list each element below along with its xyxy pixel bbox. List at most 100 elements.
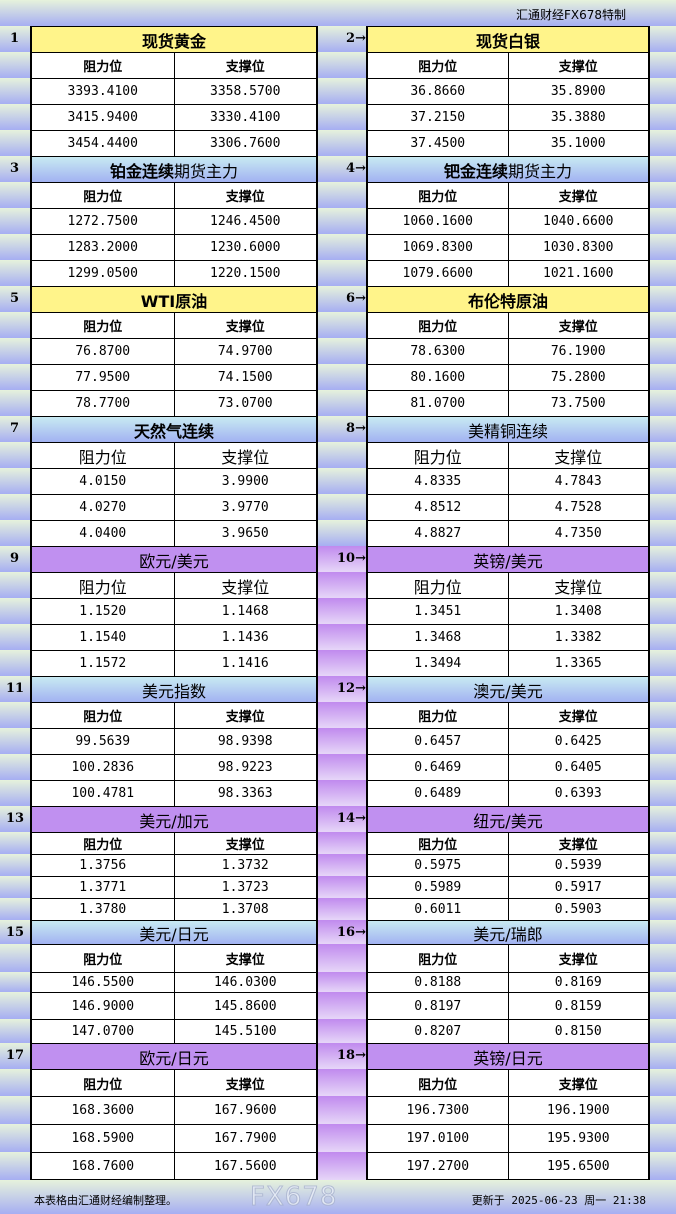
title-normal: 纽元/美元	[473, 811, 543, 831]
resistance-value: 77.9500	[75, 370, 131, 385]
middle-stripe	[318, 260, 366, 286]
right-stripe	[650, 338, 676, 364]
block-number: 12→	[337, 681, 366, 696]
right-stripe	[650, 104, 676, 130]
support-value: 74.1500	[173, 365, 317, 390]
right-stripe	[650, 78, 676, 104]
left-stripe	[0, 52, 30, 78]
table-row: 168.3600 167.9600	[32, 1096, 316, 1124]
support-value: 4.7843	[507, 469, 649, 494]
update-time: 更新于 2025-06-23 周一 21:38	[471, 1194, 646, 1207]
support-header: 支撑位	[507, 1070, 649, 1096]
resistance-value: 147.0700	[71, 1024, 135, 1039]
table-row: 36.8660 35.8900	[368, 78, 648, 104]
middle-stripe	[318, 898, 366, 920]
block-number: 8→	[346, 421, 366, 436]
left-stripe	[0, 854, 30, 876]
table-row: 4.8827 4.7350	[368, 520, 648, 546]
middle-stripe	[318, 468, 366, 494]
resistance-value: 0.5989	[414, 880, 462, 895]
support-header: 支撑位	[507, 313, 649, 338]
resistance-header: 阻力位	[83, 60, 123, 75]
arrow-right-icon: →	[355, 291, 366, 306]
resistance-value: 4.0150	[79, 474, 127, 489]
support-header: 支撑位	[507, 573, 649, 598]
title-normal: 美元指数	[141, 681, 206, 701]
resistance-value: 100.2836	[71, 760, 135, 775]
resistance-value: 3415.9400	[67, 110, 138, 125]
resistance-value: 146.5500	[71, 975, 135, 990]
title-normal: 美元/瑞郎	[473, 924, 543, 944]
middle-stripe	[318, 520, 366, 546]
pivot-block-2: 现货白银 阻力位 支撑位 36.8660 35.8900 37.2150 35.3880 37…	[366, 26, 650, 156]
column-header-row: 阻力位 支撑位	[368, 702, 648, 728]
table-row: 146.9000 145.8600	[32, 992, 316, 1019]
left-stripe	[0, 494, 30, 520]
block-number-text: 10	[337, 551, 356, 566]
resistance-value: 99.5639	[75, 734, 131, 749]
table-row: 81.0700 73.7500	[368, 390, 648, 416]
table-row: 1.3468 1.3382	[368, 624, 648, 650]
title-bold: WTI原油	[140, 291, 208, 311]
title-normal: 美元/加元	[139, 811, 209, 831]
block-title: 美元指数	[32, 676, 316, 702]
pivot-block-12: 澳元/美元 阻力位 支撑位 0.6457 0.6425 0.6469 0.6405 0.648…	[366, 676, 650, 806]
table-row: 0.5975 0.5939	[368, 854, 648, 876]
support-header: 支撑位	[173, 443, 317, 468]
pivot-block-6: 布伦特原油 阻力位 支撑位 78.6300 76.1900 80.1600 75.2800 8…	[366, 286, 650, 416]
support-value: 35.3880	[507, 105, 649, 130]
support-value: 195.6500	[507, 1153, 649, 1180]
left-stripe	[0, 130, 30, 156]
middle-stripe	[318, 130, 366, 156]
block-number: 15	[6, 925, 25, 940]
table-row: 100.2836 98.9223	[32, 754, 316, 780]
left-stripe	[0, 260, 30, 286]
table-row: 168.5900 167.7900	[32, 1124, 316, 1152]
block-number: 1	[10, 31, 20, 46]
middle-stripe	[318, 806, 366, 832]
title-normal: 美元/日元	[139, 924, 209, 944]
right-stripe	[650, 676, 676, 702]
support-value: 1.1436	[173, 625, 317, 650]
left-stripe	[0, 208, 30, 234]
middle-stripe	[318, 972, 366, 992]
block-number-text: 14	[337, 811, 356, 826]
block-title: 铂金连续 期货主力	[32, 156, 316, 182]
pivot-block-11: 美元指数 阻力位 支撑位 99.5639 98.9398 100.2836 98.9223 1…	[30, 676, 318, 806]
middle-stripe	[318, 338, 366, 364]
table-row: 1.3756 1.3732	[32, 854, 316, 876]
resistance-value: 0.8197	[414, 998, 462, 1014]
left-stripe	[0, 78, 30, 104]
middle-stripe	[318, 26, 366, 52]
left-stripe	[0, 156, 30, 182]
left-stripe	[0, 1152, 30, 1180]
right-stripe	[650, 624, 676, 650]
right-stripe	[650, 854, 676, 876]
resistance-value: 1.3494	[414, 656, 462, 671]
right-stripe	[650, 1124, 676, 1152]
block-number: 18→	[337, 1048, 366, 1063]
right-stripe	[650, 208, 676, 234]
middle-stripe	[318, 920, 366, 944]
support-header: 支撑位	[507, 53, 649, 78]
resistance-header: 阻力位	[83, 190, 123, 205]
table-row: 197.0100 195.9300	[368, 1124, 648, 1152]
support-header: 支撑位	[507, 833, 649, 854]
title-normal: 英镑/美元	[473, 551, 543, 571]
left-stripe	[0, 442, 30, 468]
right-stripe	[650, 1043, 676, 1069]
table-row: 1.1572 1.1416	[32, 650, 316, 676]
middle-stripe	[318, 1069, 366, 1096]
support-value: 1.3708	[173, 899, 317, 920]
column-header-row: 阻力位 支撑位	[368, 944, 648, 972]
table-row: 4.8512 4.7528	[368, 494, 648, 520]
right-stripe	[650, 26, 676, 52]
middle-stripe	[318, 728, 366, 754]
resistance-value: 1.3756	[79, 858, 127, 873]
column-header-row: 阻力位 支撑位	[32, 832, 316, 854]
block-title: 美元/瑞郎	[368, 920, 648, 944]
middle-stripe	[318, 286, 366, 312]
table-row: 1.3771 1.3723	[32, 876, 316, 898]
resistance-value: 1299.0500	[67, 266, 138, 281]
resistance-value: 80.1600	[410, 370, 466, 385]
